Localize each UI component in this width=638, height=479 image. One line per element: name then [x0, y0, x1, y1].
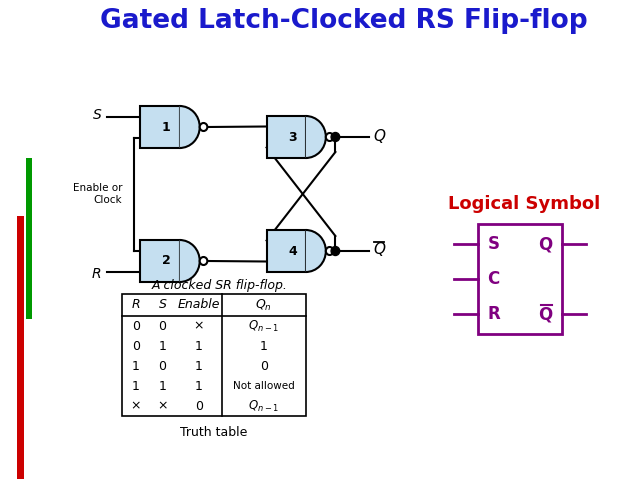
Bar: [17, 216, 24, 479]
Text: 1: 1: [195, 379, 203, 392]
Bar: [26, 158, 31, 319]
Text: 1: 1: [195, 340, 203, 353]
Text: Q: Q: [374, 128, 385, 144]
Circle shape: [200, 257, 207, 265]
Text: 1: 1: [132, 360, 140, 373]
Circle shape: [326, 133, 334, 141]
Text: ×: ×: [157, 399, 168, 412]
Text: Truth table: Truth table: [181, 426, 248, 439]
Text: ×: ×: [193, 319, 204, 332]
Text: 3: 3: [288, 130, 297, 144]
Polygon shape: [140, 240, 180, 282]
Circle shape: [331, 247, 339, 255]
Text: C: C: [487, 270, 500, 288]
Text: Logical Symbol: Logical Symbol: [447, 195, 600, 213]
Text: Q: Q: [538, 305, 553, 323]
Circle shape: [331, 133, 339, 141]
Text: A clocked SR flip-flop.: A clocked SR flip-flop.: [152, 280, 288, 293]
Text: Not allowed: Not allowed: [233, 381, 295, 391]
Text: 0: 0: [195, 399, 203, 412]
Text: $Q_{n-1}$: $Q_{n-1}$: [248, 399, 279, 413]
Text: Enable or
Clock: Enable or Clock: [73, 183, 122, 205]
Text: 1: 1: [158, 340, 167, 353]
Text: Q: Q: [374, 242, 385, 258]
Polygon shape: [140, 106, 180, 148]
Text: 1: 1: [260, 340, 268, 353]
Circle shape: [200, 123, 207, 131]
Text: 4: 4: [288, 244, 297, 258]
Text: 1: 1: [158, 379, 167, 392]
Text: Q: Q: [538, 235, 553, 253]
Text: R: R: [131, 298, 140, 311]
Polygon shape: [180, 240, 200, 282]
Text: 1: 1: [132, 379, 140, 392]
Polygon shape: [306, 230, 326, 272]
Text: $Q_n$: $Q_n$: [255, 297, 272, 313]
Text: 0: 0: [260, 360, 268, 373]
Text: 0: 0: [158, 319, 167, 332]
Circle shape: [326, 247, 334, 255]
Polygon shape: [306, 116, 326, 158]
Text: 2: 2: [162, 254, 170, 267]
Text: Enable: Enable: [177, 298, 220, 311]
Polygon shape: [267, 230, 306, 272]
Text: 0: 0: [158, 360, 167, 373]
Bar: [122, 294, 306, 416]
Text: R: R: [487, 305, 500, 323]
Polygon shape: [267, 116, 306, 158]
Text: Gated Latch-Clocked RS Flip-flop: Gated Latch-Clocked RS Flip-flop: [100, 8, 588, 34]
Bar: [478, 224, 562, 334]
Polygon shape: [180, 106, 200, 148]
Text: 1: 1: [195, 360, 203, 373]
Text: S: S: [93, 107, 101, 122]
Text: 0: 0: [131, 319, 140, 332]
Text: $Q_{n-1}$: $Q_{n-1}$: [248, 319, 279, 333]
Text: S: S: [158, 298, 167, 311]
Text: 0: 0: [131, 340, 140, 353]
Text: R: R: [92, 266, 101, 281]
Text: S: S: [487, 235, 500, 253]
Text: 1: 1: [162, 121, 170, 134]
Text: ×: ×: [130, 399, 141, 412]
